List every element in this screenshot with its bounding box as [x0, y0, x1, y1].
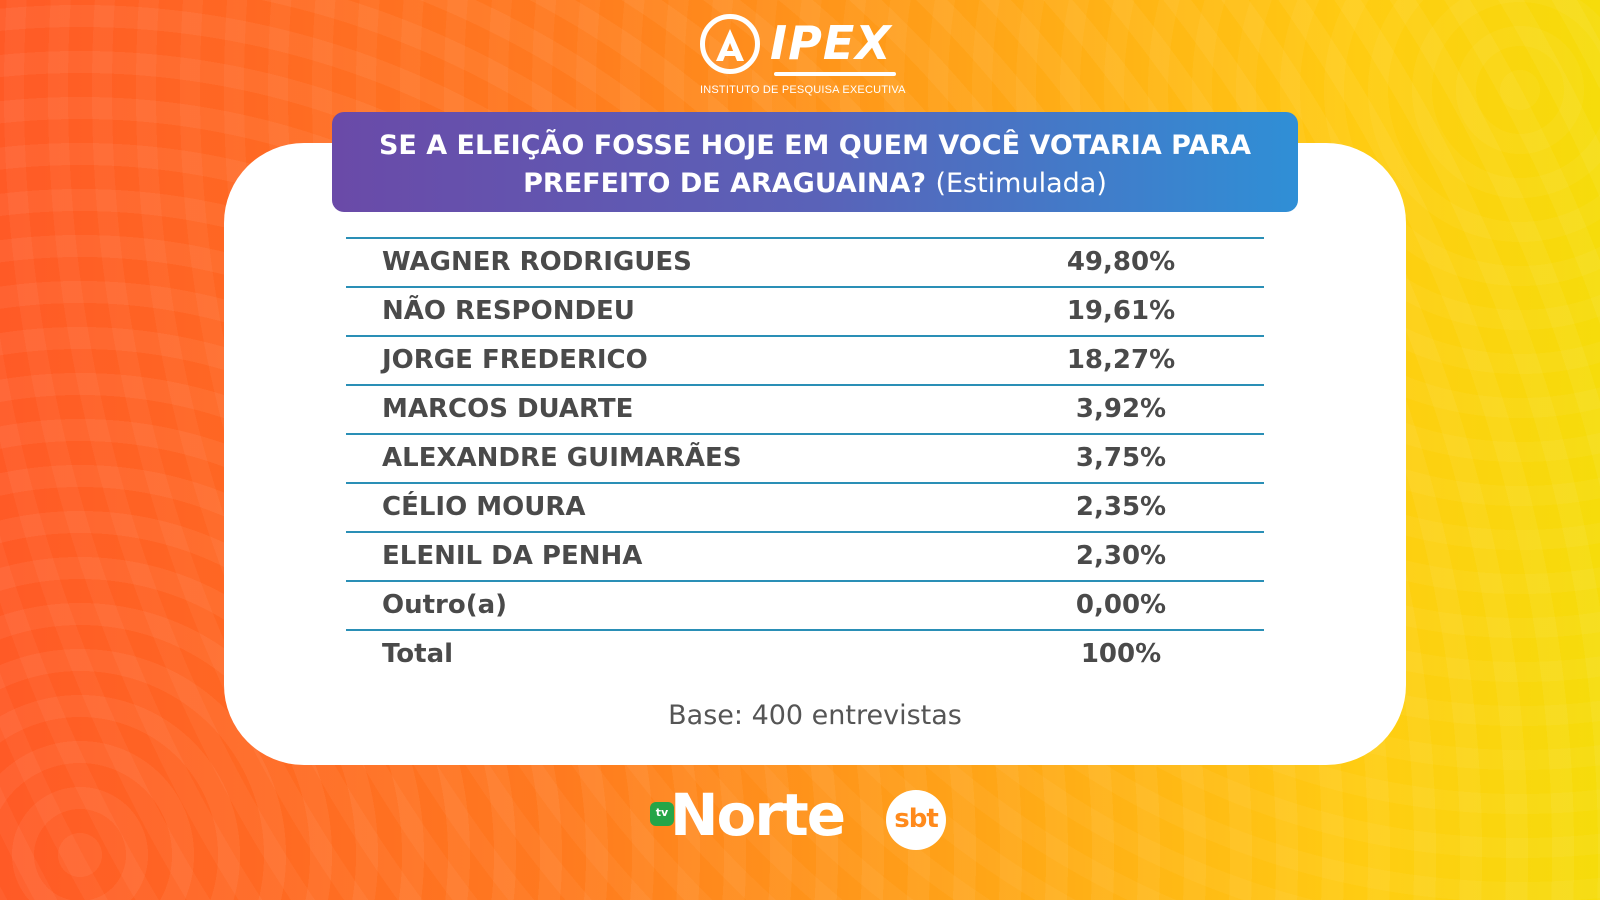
- total-value: 100%: [1080, 639, 1162, 669]
- logo-underline: [774, 72, 896, 76]
- sample-base-note: Base: 400 entrevistas: [668, 700, 962, 731]
- question-type: (Estimulada): [935, 168, 1107, 199]
- candidate-name: ELENIL DA PENHA: [382, 541, 643, 571]
- candidate-percentage: 2,35%: [1075, 492, 1167, 522]
- logo-wordmark: IPEX: [770, 16, 892, 70]
- candidate-name: Outro(a): [382, 590, 508, 620]
- candidate-name: JORGE FREDERICO: [382, 345, 648, 375]
- candidate-percentage: 3,92%: [1075, 394, 1167, 424]
- table-row-total: Total 100%: [346, 629, 1264, 678]
- candidate-name: MARCOS DUARTE: [382, 394, 634, 424]
- results-card: [224, 143, 1406, 765]
- candidate-percentage: 49,80%: [1066, 247, 1176, 277]
- norte-wordmark: Norte: [670, 781, 846, 849]
- tv-badge: tv: [650, 802, 674, 826]
- results-table: WAGNER RODRIGUES 49,80% NÃO RESPONDEU 19…: [346, 237, 1264, 678]
- table-row: Outro(a) 0,00%: [346, 580, 1264, 629]
- table-row: WAGNER RODRIGUES 49,80%: [346, 237, 1264, 286]
- table-row: CÉLIO MOURA 2,35%: [346, 482, 1264, 531]
- candidate-name: NÃO RESPONDEU: [382, 296, 635, 326]
- candidate-percentage: 0,00%: [1075, 590, 1167, 620]
- table-row: NÃO RESPONDEU 19,61%: [346, 286, 1264, 335]
- sbt-logo: sbt: [886, 790, 946, 850]
- candidate-percentage: 19,61%: [1066, 296, 1176, 326]
- question-line-1: SE A ELEIÇÃO FOSSE HOJE EM QUEM VOCÊ VOT…: [378, 130, 1252, 161]
- candidate-name: ALEXANDRE GUIMARÃES: [382, 443, 742, 473]
- candidate-percentage: 2,30%: [1075, 541, 1167, 571]
- candidate-percentage: 3,75%: [1075, 443, 1167, 473]
- table-row: ALEXANDRE GUIMARÃES 3,75%: [346, 433, 1264, 482]
- question-line-2: PREFEITO DE ARAGUAINA? (Estimulada): [332, 165, 1298, 203]
- candidate-name: WAGNER RODRIGUES: [382, 247, 692, 277]
- candidate-percentage: 18,27%: [1066, 345, 1176, 375]
- table-row: ELENIL DA PENHA 2,30%: [346, 531, 1264, 580]
- question-banner: SE A ELEIÇÃO FOSSE HOJE EM QUEM VOCÊ VOT…: [332, 112, 1298, 212]
- table-row: JORGE FREDERICO 18,27%: [346, 335, 1264, 384]
- ipex-a-icon: [700, 14, 760, 74]
- ipex-logo: IPEX INSTITUTO DE PESQUISA EXECUTIVA: [700, 14, 906, 104]
- question-text: PREFEITO DE ARAGUAINA?: [523, 168, 927, 199]
- candidate-name: CÉLIO MOURA: [382, 492, 586, 522]
- logo-subtitle: INSTITUTO DE PESQUISA EXECUTIVA: [700, 84, 906, 96]
- total-label: Total: [382, 639, 454, 669]
- table-row: MARCOS DUARTE 3,92%: [346, 384, 1264, 433]
- tv-norte-logo: tv Norte: [650, 782, 850, 852]
